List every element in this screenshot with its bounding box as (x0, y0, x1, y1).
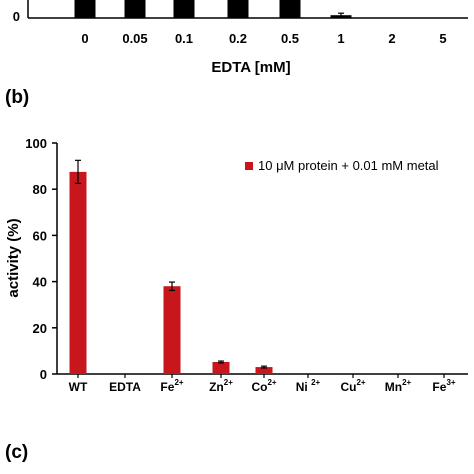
bar (69, 171, 87, 374)
x-tick-label: Fe3+ (432, 378, 455, 394)
x-tick-label: 0.1 (175, 31, 193, 46)
x-tick-label: 1 (337, 31, 344, 46)
x-tick-label: 0 (81, 31, 88, 46)
y-tick-label: 60 (33, 228, 47, 243)
bar (227, 0, 249, 18)
x-tick-label: Ni 2+ (296, 378, 321, 394)
bar (74, 0, 96, 18)
bar (163, 286, 181, 374)
panel-label-c: (c) (5, 442, 28, 463)
x-tick-label: Cu2+ (340, 378, 365, 394)
y-tick-label: 80 (33, 182, 47, 197)
x-tick-labels-a: 0 0.05 0.1 0.2 0.5 1 2 5 (81, 31, 446, 46)
x-tick-label: 5 (439, 31, 446, 46)
bar (173, 0, 195, 18)
x-tick-label: Zn2+ (209, 378, 233, 394)
x-tick-label: 0.5 (281, 31, 299, 46)
y-tick-label: 40 (33, 275, 47, 290)
legend-label: 10 μM protein + 0.01 mM metal (258, 158, 439, 173)
legend: 10 μM protein + 0.01 mM metal (245, 158, 439, 173)
x-axis-title: EDTA [mM] (211, 59, 290, 76)
bar (212, 361, 230, 374)
bar (255, 367, 273, 374)
y-tick-label: 100 (25, 136, 47, 151)
bar (124, 0, 146, 18)
y-ticks: 0 20 40 60 80 100 (25, 136, 57, 382)
x-tick-label: Co2+ (251, 378, 276, 394)
bars-b (69, 159, 273, 374)
bars-a (74, 0, 352, 18)
chart-metal-activity: 0 20 40 60 80 100 WT EDTA Fe2+ Zn2+ Co2+ Ni 2+ Cu2+… (5, 136, 468, 394)
panel-label-b: (b) (5, 87, 29, 108)
legend-swatch (245, 162, 253, 170)
chart-edta: 0 0 0.05 0.1 0.2 0.5 1 2 5 EDTA [mM] (13, 0, 468, 76)
y-axis-title: activity (%) (5, 218, 22, 297)
x-tick-label: 2 (388, 31, 395, 46)
x-tick-label: 0.2 (229, 31, 247, 46)
x-tick-labels-b: WT EDTA Fe2+ Zn2+ Co2+ Ni 2+ Cu2+ Mn2+ Fe3+ (69, 374, 456, 394)
y-tick-label: 0 (40, 367, 47, 382)
x-tick-label: Mn2+ (385, 378, 412, 394)
x-tick-label: Fe2+ (160, 378, 183, 394)
x-tick-label: EDTA (109, 380, 141, 394)
x-tick-label: 0.05 (122, 31, 147, 46)
y-tick-label: 20 (33, 321, 47, 336)
x-tick-label: WT (69, 380, 88, 394)
y-tick-label: 0 (13, 9, 20, 24)
